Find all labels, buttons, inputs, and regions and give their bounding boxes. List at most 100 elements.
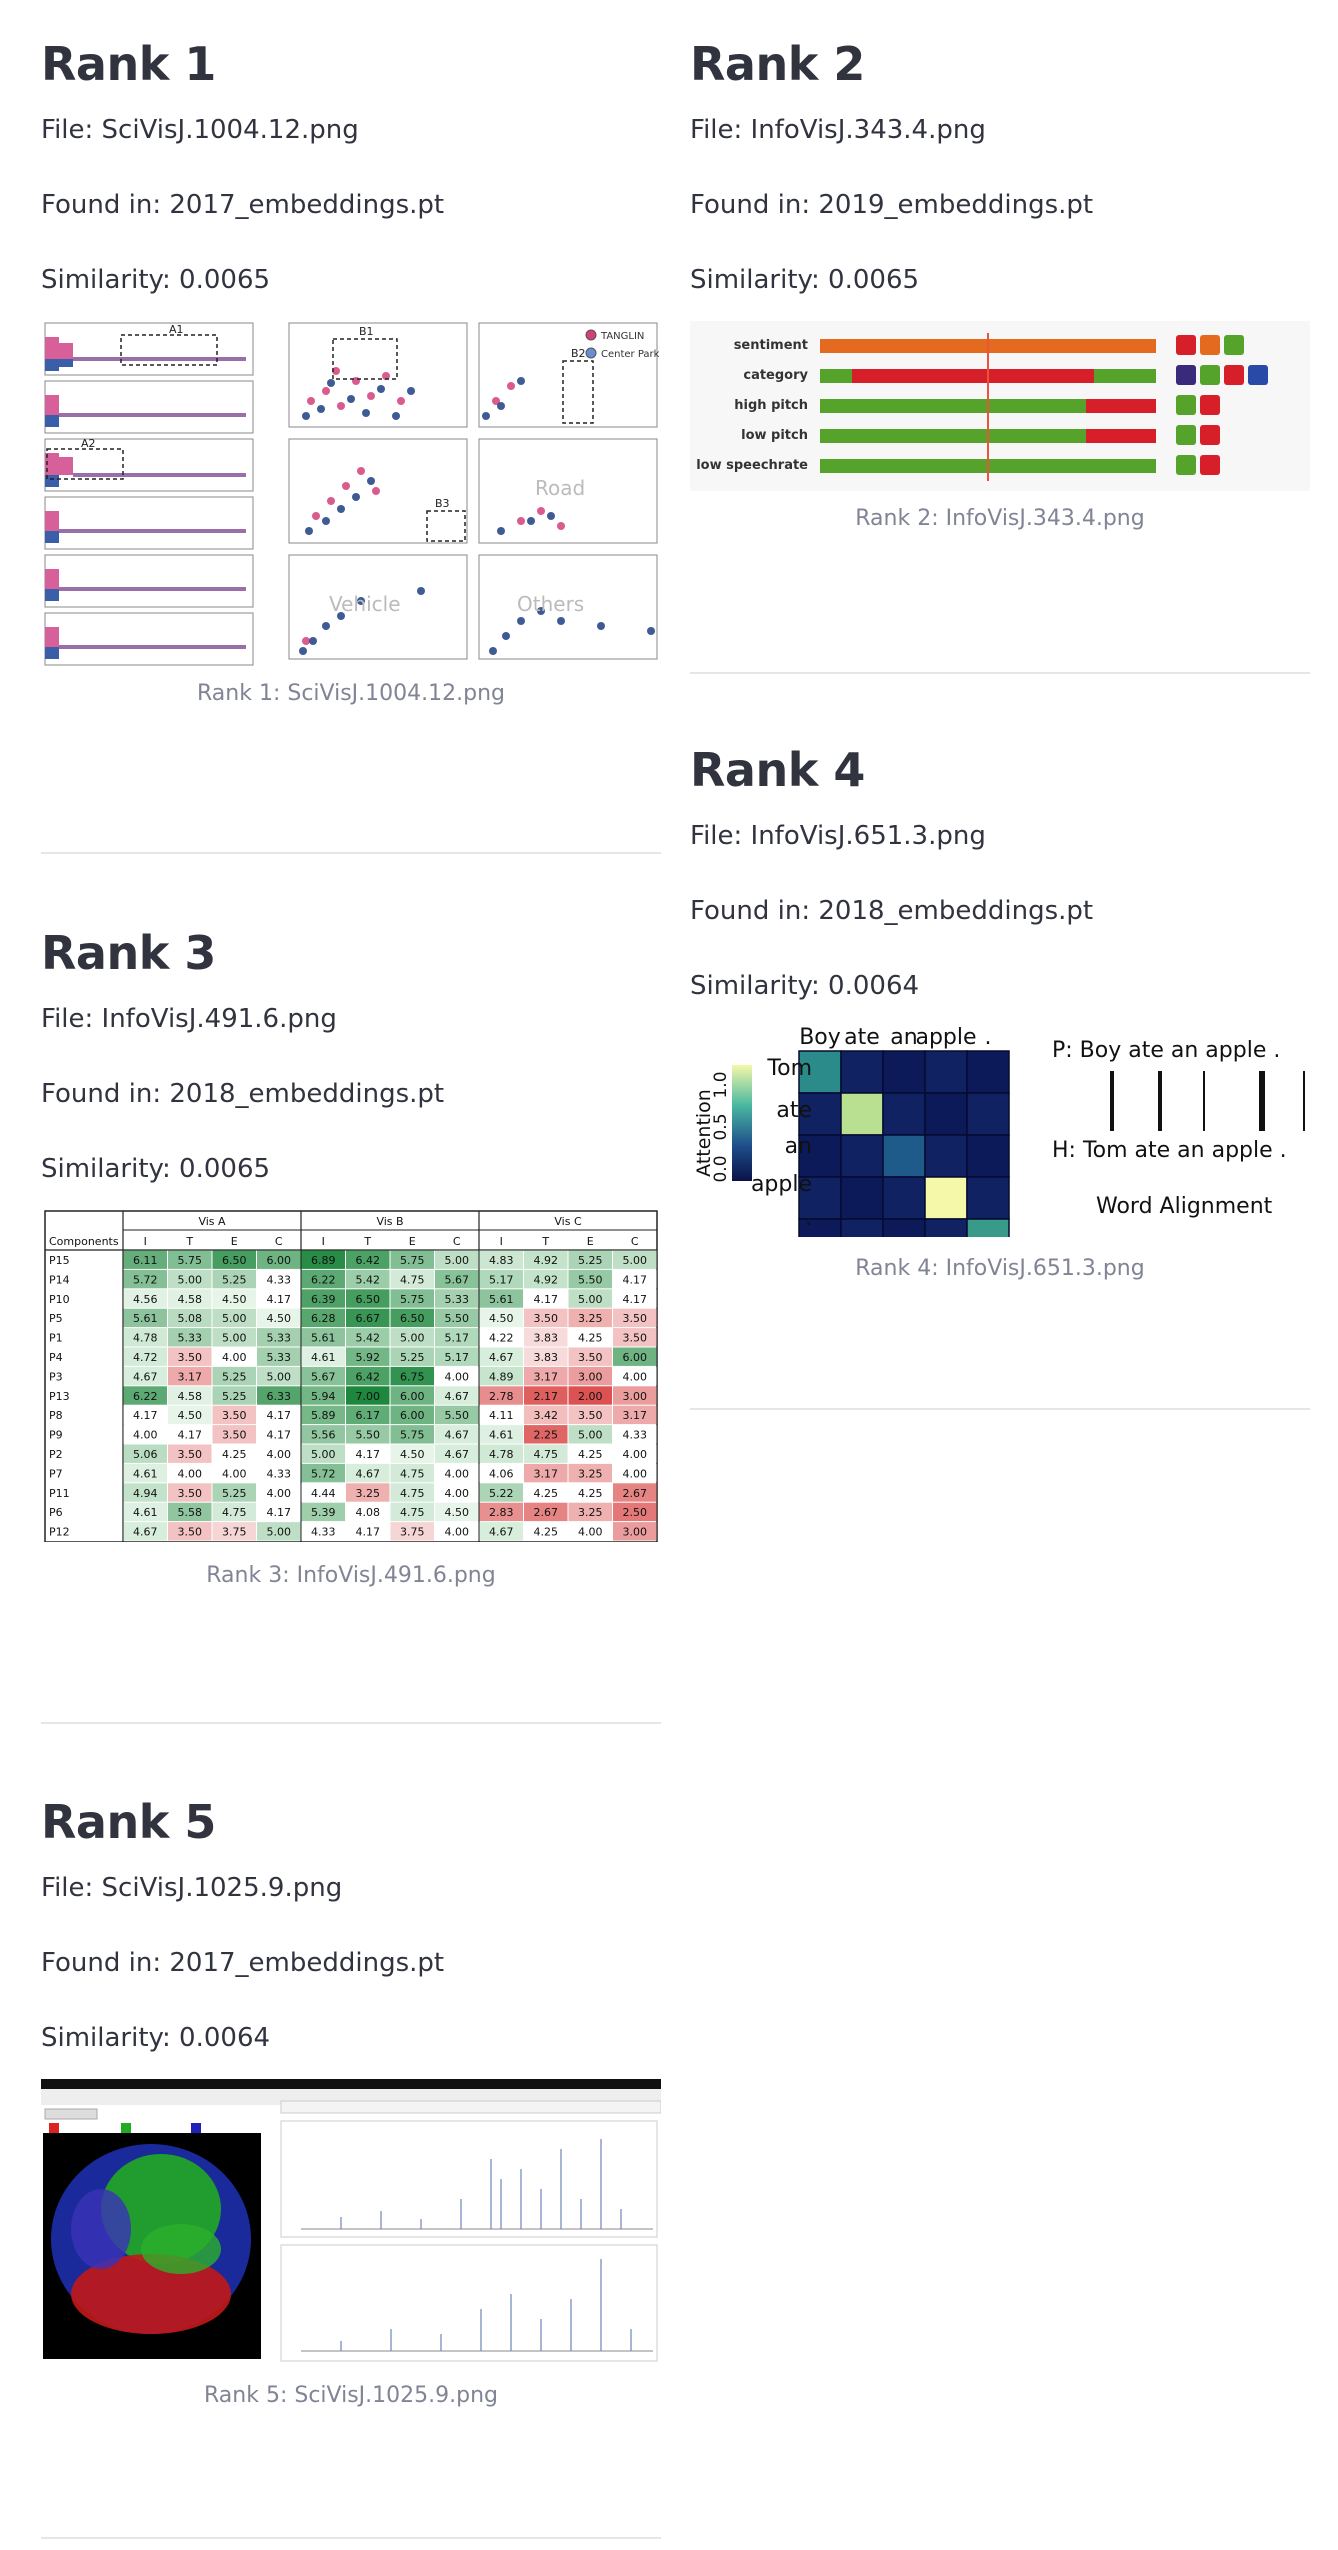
heat-cell — [212, 1463, 256, 1483]
attention-cell — [798, 1218, 842, 1237]
result-card-rank-1: Rank 1 File: SciVisJ.1004.12.png Found i… — [41, 36, 661, 708]
found-in: Found in: 2017_embeddings.pt — [41, 1948, 445, 1978]
image-caption: Rank 1: SciVisJ.1004.12.png — [197, 681, 505, 706]
heat-cell — [346, 1289, 390, 1308]
heat-cell — [212, 1328, 256, 1347]
cell-value: 4.75 — [400, 1273, 425, 1286]
heat-cell — [613, 1328, 657, 1347]
heat-cell — [390, 1502, 434, 1522]
heat-cell — [390, 1289, 434, 1308]
cell-value: 3.50 — [222, 1409, 247, 1422]
heat-cell — [390, 1308, 434, 1328]
cell-value: 3.25 — [578, 1467, 603, 1480]
heat-cell — [390, 1328, 434, 1347]
heat-cell — [346, 1347, 390, 1366]
cell-value: 4.89 — [489, 1370, 514, 1383]
heat-cell — [123, 1405, 167, 1425]
heat-cell — [613, 1444, 657, 1463]
heat-cell — [168, 1269, 212, 1289]
cell-value: 4.67 — [356, 1467, 381, 1480]
attention-colorbar — [732, 1065, 752, 1181]
subcol-header: T — [185, 1235, 193, 1248]
row-label-sentiment: sentiment — [734, 338, 808, 353]
heat-cell — [346, 1386, 390, 1405]
cell-value: 5.25 — [400, 1351, 425, 1364]
heat-cell — [479, 1386, 523, 1405]
cell-value: 4.92 — [534, 1254, 559, 1267]
attention-cell — [840, 1050, 884, 1094]
found-in: Found in: 2018_embeddings.pt — [690, 896, 1094, 926]
cell-value: 5.25 — [222, 1487, 247, 1500]
row-label: P5 — [49, 1312, 63, 1325]
col-label-ate: ate — [844, 1027, 880, 1050]
heat-cell — [435, 1483, 479, 1502]
heat-cell — [390, 1444, 434, 1463]
cell-value: 4.75 — [534, 1448, 559, 1461]
word-alignment-label: Word Alignment — [1096, 1194, 1273, 1219]
attention-cell — [966, 1134, 1010, 1178]
cell-value: 4.25 — [534, 1487, 559, 1500]
cell-value: 6.00 — [623, 1351, 648, 1364]
cell-value: 3.50 — [178, 1487, 203, 1500]
heat-cell — [524, 1463, 568, 1483]
result-image-thumbnail[interactable]: sentiment category high pitch low pitch … — [690, 321, 1310, 491]
cell-value: 4.00 — [267, 1487, 292, 1500]
heat-cell — [346, 1308, 390, 1328]
a1-label: A1 — [169, 323, 184, 336]
subcol-header: E — [587, 1235, 594, 1248]
col-label-an: an — [890, 1027, 917, 1050]
cell-value: 5.50 — [578, 1273, 603, 1286]
attention-cell — [882, 1092, 926, 1136]
heat-cell — [168, 1444, 212, 1463]
attention-cell — [924, 1218, 968, 1237]
group-header: Vis A — [198, 1215, 226, 1228]
cell-value: 2.00 — [578, 1390, 603, 1403]
colorbar-tick-0: 0.0 — [711, 1155, 731, 1182]
heat-cell — [257, 1425, 301, 1444]
result-image-thumbnail[interactable]: Vis A I T E C Vis B I T E C Vis C I T E C Components P15… — [41, 1210, 661, 1542]
heat-cell — [435, 1463, 479, 1483]
cell-value: 4.50 — [267, 1312, 292, 1325]
result-image-thumbnail[interactable]: Attention 1.0 0.5 0.0 Boy ate an apple .… — [690, 1027, 1310, 1237]
image-caption: Rank 3: InfoVisJ.491.6.png — [206, 1563, 496, 1588]
cell-value: 3.17 — [534, 1467, 559, 1480]
heat-cell — [524, 1269, 568, 1289]
heat-cell — [524, 1522, 568, 1541]
heat-cell — [257, 1522, 301, 1541]
result-image-thumbnail[interactable] — [41, 2079, 661, 2362]
cell-value: 4.25 — [578, 1487, 603, 1500]
cell-value: 4.92 — [534, 1273, 559, 1286]
cell-value: 2.67 — [623, 1487, 648, 1500]
cell-value: 4.25 — [578, 1448, 603, 1461]
b3-label: B3 — [435, 497, 450, 510]
row-label: P6 — [49, 1506, 63, 1519]
cell-value: 5.00 — [445, 1254, 470, 1267]
heat-cell — [212, 1347, 256, 1366]
cell-value: 2.50 — [623, 1506, 648, 1519]
attention-cell — [882, 1134, 926, 1178]
colorbar-tick-1: 1.0 — [711, 1071, 731, 1098]
row-label: P9 — [49, 1429, 63, 1442]
cell-value: 5.72 — [133, 1273, 158, 1286]
cell-value: 3.50 — [623, 1332, 648, 1345]
cell-value: 4.00 — [623, 1448, 648, 1461]
cell-value: 6.89 — [311, 1254, 336, 1267]
heat-cell — [390, 1366, 434, 1386]
section-divider — [690, 672, 1310, 674]
heat-cell — [301, 1308, 345, 1328]
cell-value: 4.17 — [267, 1409, 292, 1422]
attention-cell — [840, 1176, 884, 1220]
heat-cell — [168, 1347, 212, 1366]
cell-value: 4.06 — [489, 1467, 514, 1480]
heat-cell — [212, 1308, 256, 1328]
cell-value: 4.08 — [356, 1506, 381, 1519]
cell-value: 2.17 — [534, 1390, 559, 1403]
cell-value: 4.72 — [133, 1351, 158, 1364]
heat-cell — [123, 1483, 167, 1502]
cell-value: 6.33 — [267, 1390, 292, 1403]
attention-cell — [924, 1092, 968, 1136]
heat-cell — [435, 1269, 479, 1289]
result-image-thumbnail[interactable]: A1 A2 — [41, 321, 661, 666]
heat-cell — [301, 1463, 345, 1483]
col-label-dot: . — [985, 1027, 992, 1050]
